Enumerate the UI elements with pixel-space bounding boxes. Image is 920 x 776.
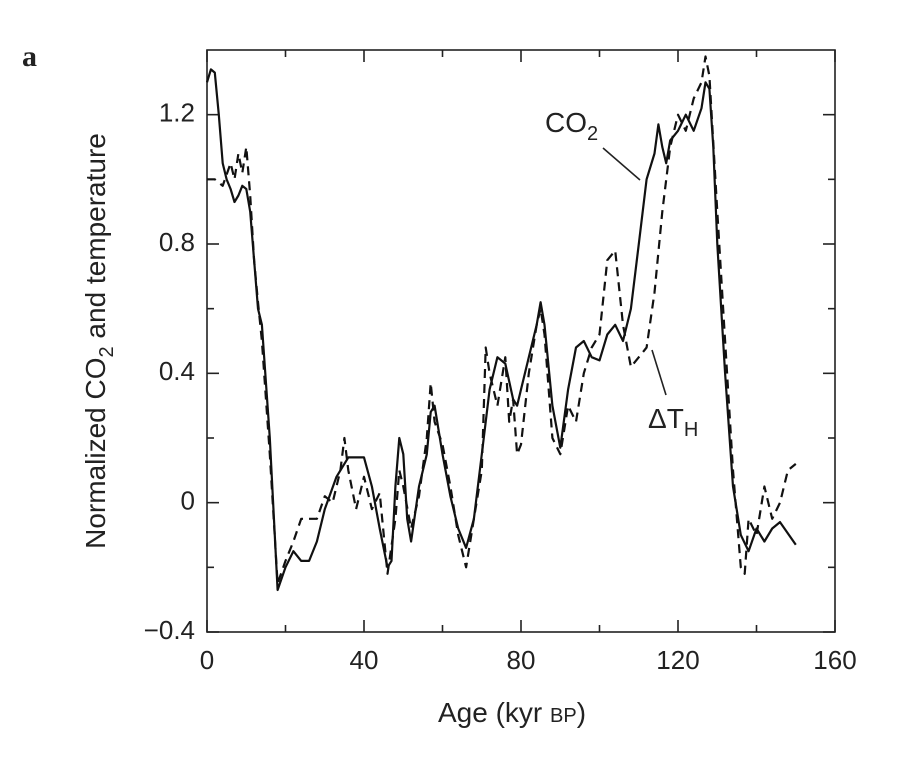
y-tick-label: 0.4 xyxy=(159,356,195,386)
x-tick-label: 120 xyxy=(656,645,699,675)
x-tick-label: 0 xyxy=(200,645,214,675)
annotation-leader xyxy=(651,349,667,396)
y-tick-label: 1.2 xyxy=(159,98,195,128)
y-axis-title: Normalized CO2 and temperature xyxy=(80,133,118,549)
annotation-sub: H xyxy=(684,419,698,441)
annotation-sub: 2 xyxy=(587,123,598,145)
y-tick-label: −0.4 xyxy=(144,615,195,645)
series-line xyxy=(205,68,797,592)
annotation-text: ΔT xyxy=(648,403,684,434)
x-tick-label: 80 xyxy=(507,645,536,675)
y-title-sub: 2 xyxy=(96,346,118,357)
plot-frame xyxy=(206,49,836,633)
x-axis-title: Age (kyr BP) xyxy=(438,697,586,728)
y-tick-label: 0 xyxy=(181,486,195,516)
annotation-leader xyxy=(602,147,641,181)
series-line xyxy=(207,55,797,585)
x-title-smallcaps: BP xyxy=(550,705,577,727)
y-tick-label: 0.8 xyxy=(159,227,195,257)
x-tick-label: 160 xyxy=(813,645,856,675)
y-title-text: Normalized CO xyxy=(80,357,111,548)
y-title-tail: and temperature xyxy=(80,133,111,346)
x-title-tail: ) xyxy=(577,697,586,728)
x-title-text: Age (kyr xyxy=(438,697,550,728)
panel-label: a xyxy=(22,40,37,73)
series-annotation: CO2 xyxy=(545,107,598,145)
series-annotation: ΔTH xyxy=(648,403,698,441)
x-tick-label: 40 xyxy=(350,645,379,675)
annotation-text: CO xyxy=(545,107,587,138)
